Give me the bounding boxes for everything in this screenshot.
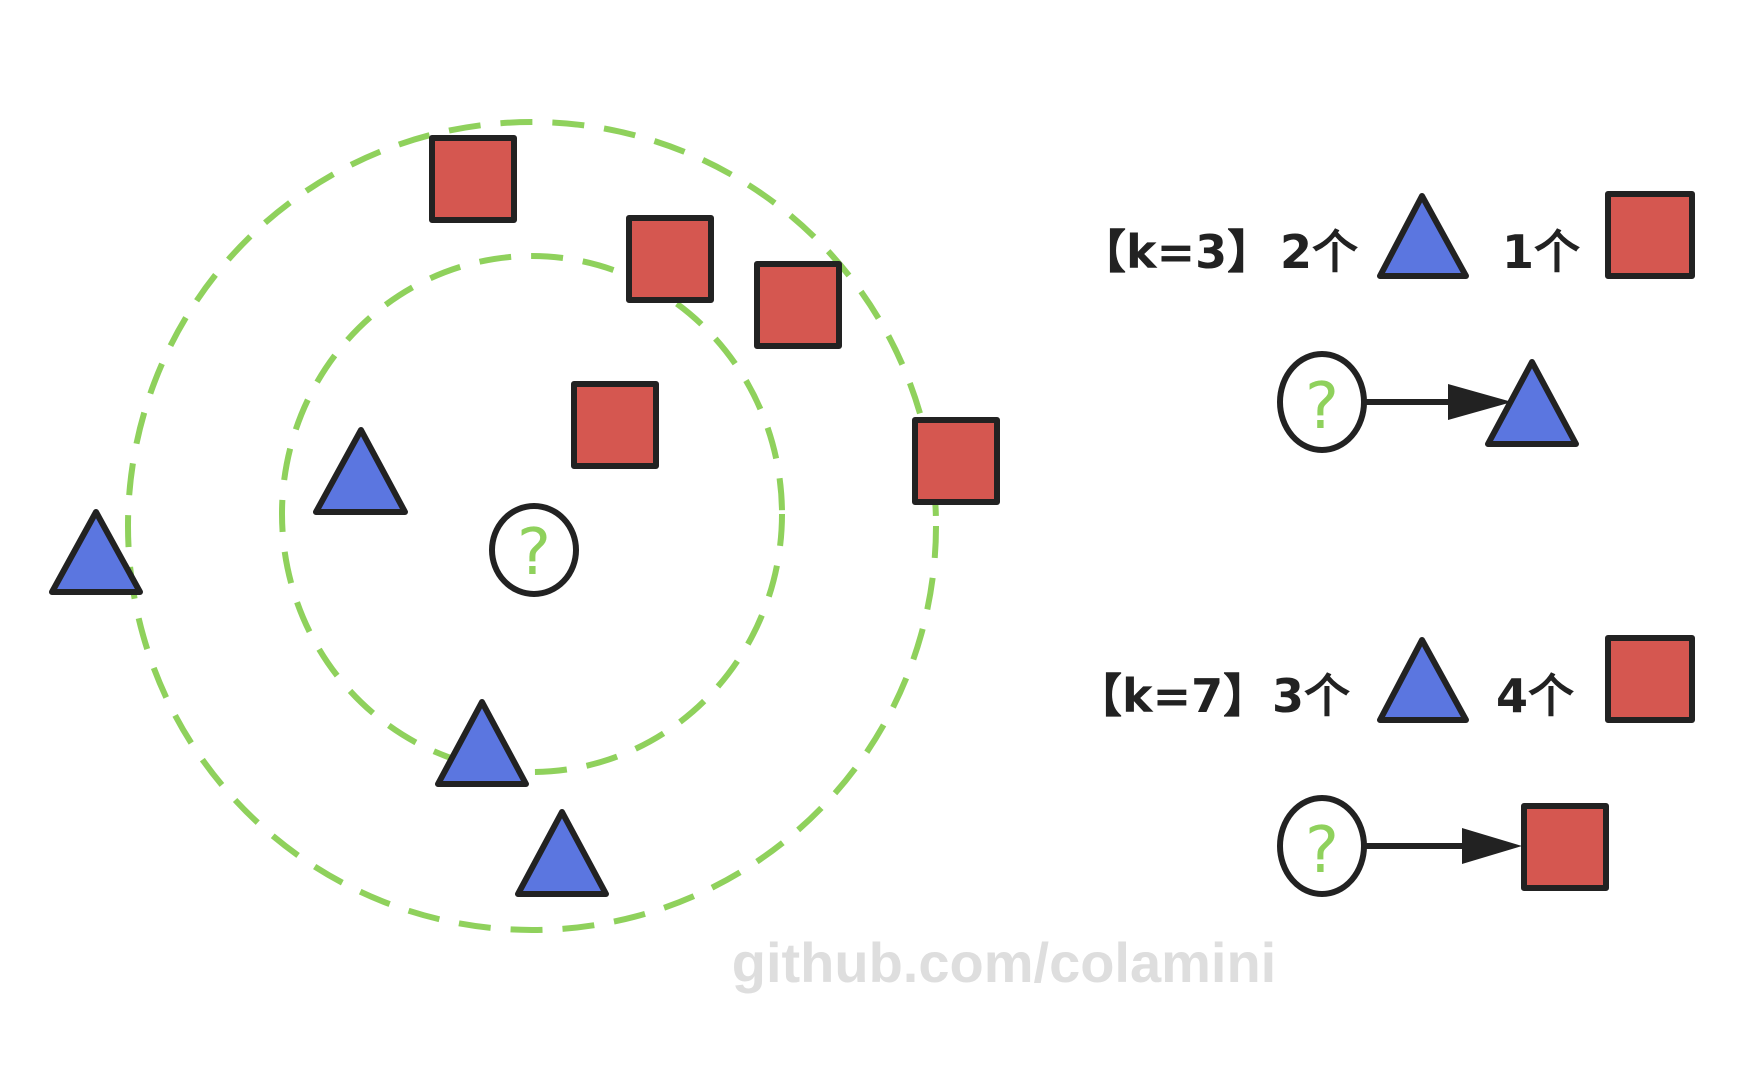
query-point: ? — [489, 503, 579, 597]
legend-k7-label: 【k=7】 — [1076, 669, 1269, 723]
legend-k3-square-count: 1个 — [1502, 225, 1580, 279]
triangle-point — [313, 427, 408, 515]
result-square-icon — [1521, 803, 1609, 891]
legend-square-icon — [1605, 191, 1695, 279]
square-point — [429, 135, 517, 223]
square-point — [912, 417, 1000, 505]
inner-circle-k3 — [279, 253, 785, 775]
result-question-mark: ? — [1305, 814, 1339, 888]
legend-k7-square-count: 4个 — [1496, 669, 1574, 723]
square-point — [571, 381, 659, 469]
square-point — [754, 261, 842, 349]
legend-k7-triangle-count: 3个 — [1272, 669, 1350, 723]
result-question-mark: ? — [1305, 370, 1339, 444]
result-triangle-icon — [1485, 359, 1579, 447]
result-arrow-head — [1448, 384, 1512, 420]
legend-k3-label: 【k=3】 — [1080, 225, 1273, 279]
square-points — [429, 135, 1000, 505]
square-point — [626, 215, 714, 303]
legend-k3-triangle-count: 2个 — [1280, 225, 1358, 279]
result-arrow-head — [1462, 828, 1522, 864]
query-question-mark: ? — [517, 516, 551, 590]
legend-square-icon — [1605, 635, 1695, 723]
query-circle — [489, 503, 579, 597]
outer-circle-k7 — [125, 119, 939, 933]
triangle-point — [515, 809, 609, 897]
triangle-point — [435, 699, 529, 787]
legend-k7: 【k=7】 3个 4个 ? — [1076, 635, 1695, 897]
triangle-points — [49, 427, 609, 897]
neighborhood-circles — [125, 119, 939, 933]
legend-triangle-icon — [1377, 193, 1469, 279]
watermark: github.com/colamini — [732, 931, 1276, 994]
triangle-point — [49, 509, 143, 595]
legend-triangle-icon — [1377, 637, 1469, 723]
legend-k3: 【k=3】 2个 1个 ? — [1080, 191, 1695, 453]
